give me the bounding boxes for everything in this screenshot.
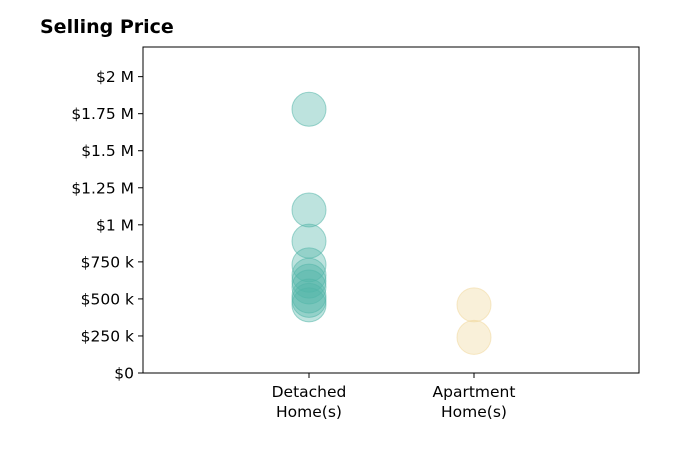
data-point xyxy=(456,319,492,355)
y-tick-label: $250 k xyxy=(81,327,134,345)
y-tick-label: $2 M xyxy=(96,68,134,86)
y-tick-label: $1.75 M xyxy=(71,105,134,123)
data-point xyxy=(291,282,327,318)
plot-area-frame xyxy=(142,46,640,374)
data-point xyxy=(291,287,327,323)
data-point xyxy=(291,192,327,228)
y-tick-label: $750 k xyxy=(81,253,134,271)
data-points xyxy=(291,91,492,355)
data-point xyxy=(456,287,492,323)
y-tick-label: $500 k xyxy=(81,290,134,308)
chart-title: Selling Price xyxy=(40,16,174,38)
data-point xyxy=(291,91,327,127)
data-point xyxy=(291,247,327,283)
y-tick-label: $1.5 M xyxy=(81,142,134,160)
data-point xyxy=(291,269,327,305)
x-axis: Detached Home(s) Apartment Home(s) xyxy=(272,373,516,421)
y-tick-label: $1 M xyxy=(96,216,134,234)
x-tick-label: Detached Home(s) xyxy=(272,383,347,421)
data-point xyxy=(291,278,327,314)
y-axis: $0 $250 k $500 k $750 k $1 M $1.25 M $1.5 M $1.… xyxy=(71,68,143,383)
x-tick-label: Apartment Home(s) xyxy=(433,383,516,421)
y-tick-label: $0 xyxy=(114,365,134,383)
y-tick-label: $1.25 M xyxy=(71,179,134,197)
